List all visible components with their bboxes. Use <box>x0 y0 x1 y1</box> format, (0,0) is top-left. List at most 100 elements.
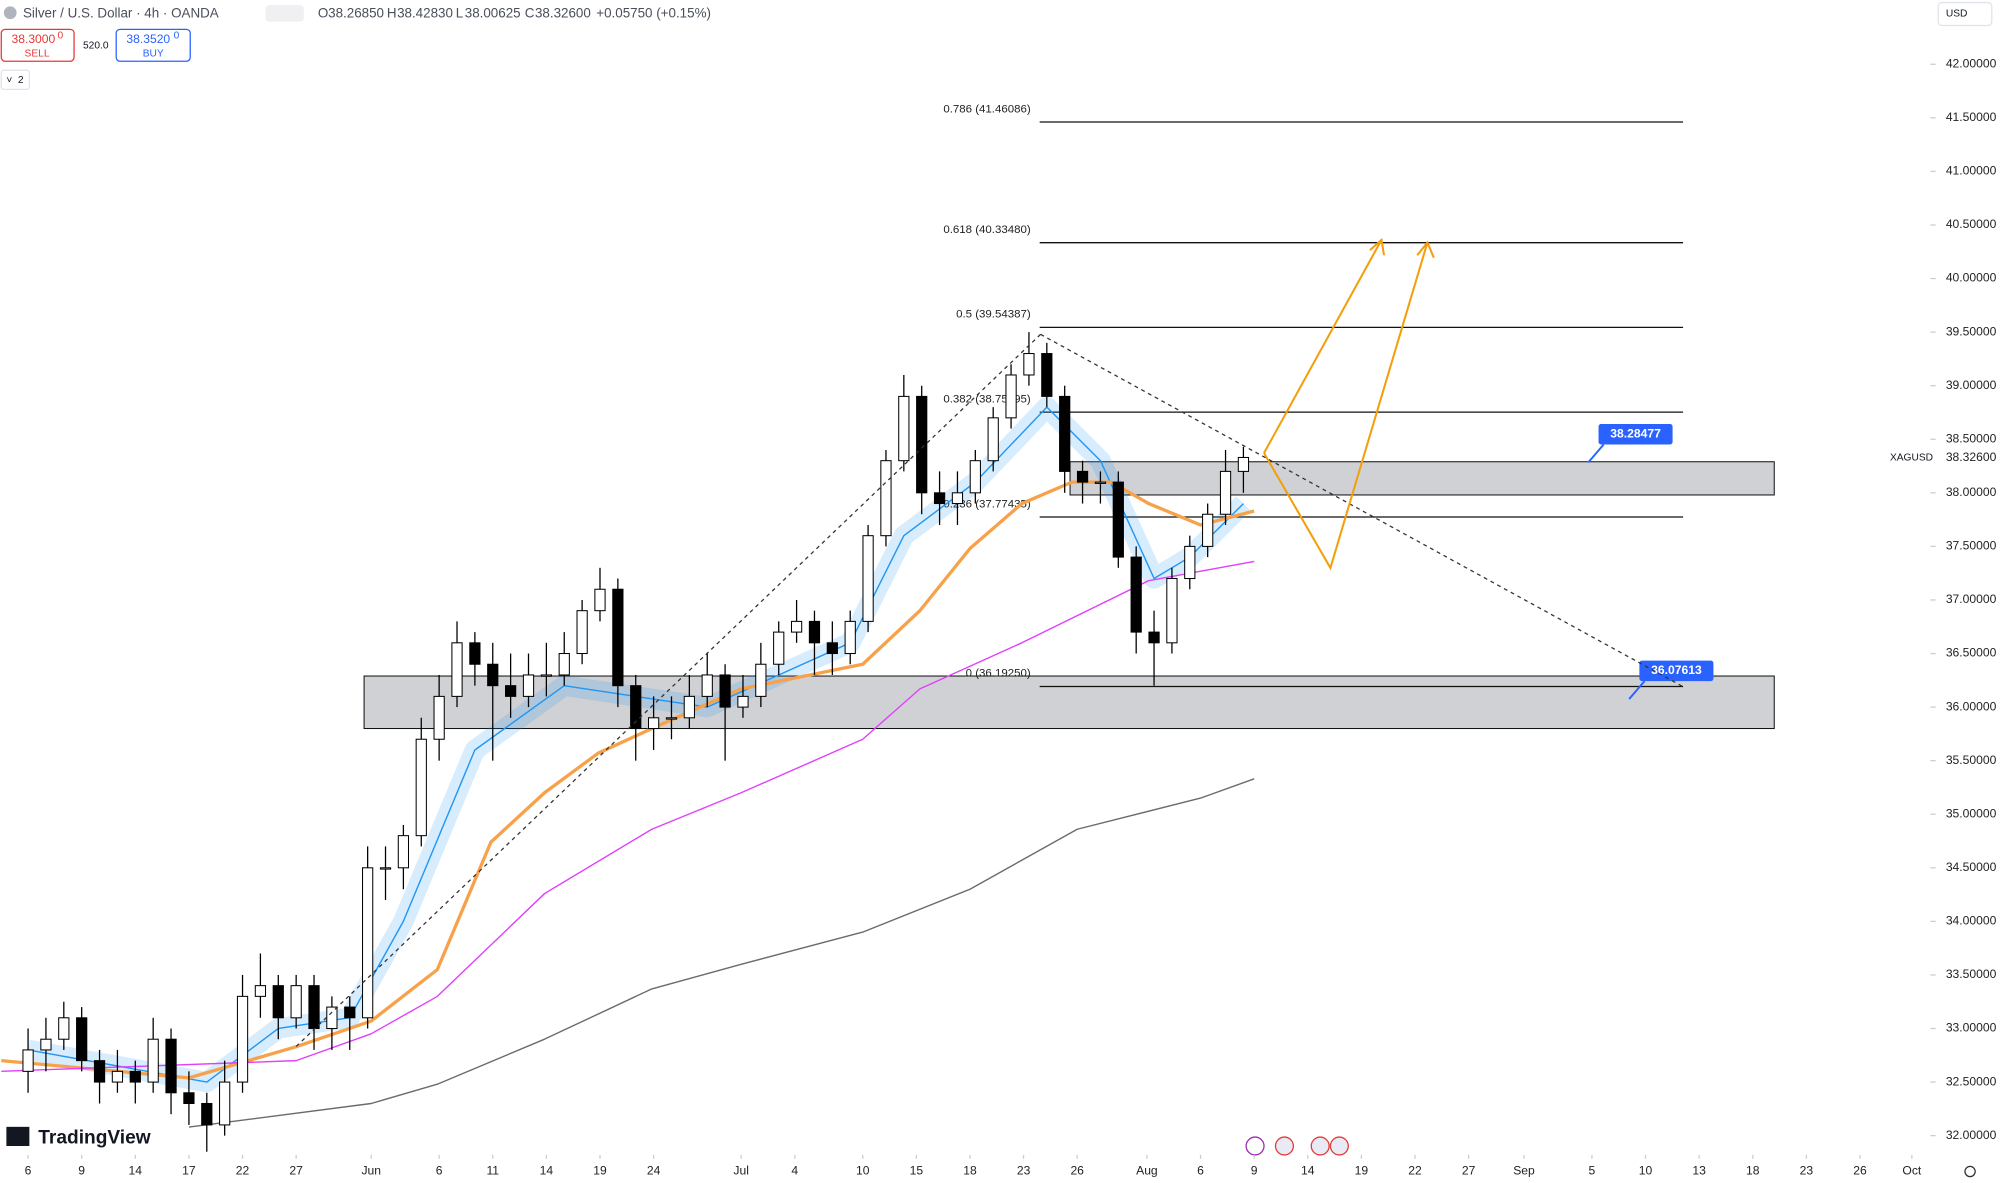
x-tick-label: Oct <box>1902 1164 1921 1178</box>
chevron: ˅ <box>6 75 12 86</box>
y-tick-label: 41.00000 <box>1946 164 1997 178</box>
candle-body <box>719 674 731 708</box>
candle-body <box>1219 470 1232 515</box>
indicator-count: 2 <box>18 75 24 86</box>
candle-body <box>505 685 517 697</box>
candle-body <box>826 642 838 655</box>
x-tick-label: 14 <box>1301 1164 1315 1178</box>
candle-body <box>1059 395 1071 472</box>
candle-body <box>272 985 284 1019</box>
event-icon[interactable] <box>1310 1136 1330 1156</box>
x-tick-label: 6 <box>25 1164 32 1178</box>
projection-arrow <box>1263 242 1429 571</box>
candle-body <box>808 620 821 644</box>
y-tick-label: 39.50000 <box>1946 324 1997 338</box>
zone <box>1069 461 1775 496</box>
candle-body <box>1202 513 1214 547</box>
candle-body <box>111 1070 124 1083</box>
sell-price: 38.3000 <box>11 32 55 46</box>
last-price-box <box>1939 448 1999 467</box>
x-tick-label: 9 <box>78 1164 85 1178</box>
price-label-pointer <box>1628 680 1646 700</box>
currency-button[interactable] <box>1937 1 1993 27</box>
buy-price: 38.3520 <box>126 32 170 46</box>
candle-body <box>898 395 910 462</box>
candle-body <box>916 395 928 494</box>
candle-body <box>522 674 535 697</box>
candle-body <box>165 1038 177 1094</box>
candle-body <box>344 1006 356 1019</box>
buy-button[interactable] <box>115 28 191 62</box>
candle-body <box>862 535 874 622</box>
logo-mark <box>6 1126 30 1146</box>
candle-body <box>433 695 445 740</box>
candle-body <box>1023 353 1035 376</box>
y-tick-label: 32.50000 <box>1946 1074 1997 1088</box>
x-tick-label: Jul <box>733 1164 748 1178</box>
candle-body <box>40 1038 52 1051</box>
x-tick-label: 4 <box>791 1164 798 1178</box>
symbol-label: XAGUSD <box>1890 453 1933 464</box>
event-icon[interactable] <box>1329 1136 1349 1156</box>
candle-body <box>969 460 981 494</box>
y-tick-label: 36.50000 <box>1946 646 1997 660</box>
candle-body <box>1005 374 1017 419</box>
candle-body <box>1184 545 1196 580</box>
candle-body <box>594 588 606 612</box>
event-icon[interactable] <box>1274 1136 1295 1156</box>
fib-label: 0.5 (39.54387) <box>956 309 1031 321</box>
x-tick-label: 22 <box>236 1164 250 1178</box>
x-tick-label: 10 <box>856 1164 870 1178</box>
sell-button[interactable] <box>0 28 75 62</box>
currency: USD <box>1946 9 1968 20</box>
candle-body <box>1237 456 1250 472</box>
moving-average <box>1 560 1255 1073</box>
candle-body <box>362 867 374 1019</box>
x-tick-label: 26 <box>1070 1164 1084 1178</box>
price-label-pointer <box>1587 443 1605 463</box>
candle-body <box>326 1006 338 1030</box>
arrow-head <box>1369 237 1386 256</box>
candle-body <box>415 738 427 837</box>
y-tick-label: 33.50000 <box>1946 967 1997 981</box>
x-tick-label: 6 <box>436 1164 443 1178</box>
candle-body <box>647 717 660 730</box>
x-tick-label: 5 <box>1589 1164 1596 1178</box>
candle-body <box>379 867 392 870</box>
x-tick-label: 23 <box>1017 1164 1031 1178</box>
x-tick-label: 19 <box>593 1164 607 1178</box>
settings-icon[interactable] <box>1964 1165 1976 1178</box>
indicator-toggle[interactable] <box>0 69 31 90</box>
candle-body <box>308 985 320 1030</box>
logo-text: TradingView <box>38 1127 150 1148</box>
candle-body <box>1112 481 1124 558</box>
candle-body <box>558 653 570 676</box>
event-icon[interactable] <box>1245 1136 1265 1156</box>
x-tick-label: 27 <box>1462 1164 1476 1178</box>
y-tick-label: 38.00000 <box>1946 485 1997 499</box>
x-tick-label: 6 <box>1197 1164 1204 1178</box>
ohlc-key: H <box>387 6 397 21</box>
ohlc-value: 38.42830 <box>397 6 453 21</box>
fib-label: 0.382 (38.75295) <box>943 393 1031 405</box>
candle-body <box>844 620 856 655</box>
buy-pip: 0 <box>174 30 180 41</box>
y-tick-label: 40.50000 <box>1946 217 1997 231</box>
candle-body <box>76 1017 88 1062</box>
fib-label: 0 (36.19250) <box>966 668 1031 680</box>
y-tick-label: 42.00000 <box>1946 56 1997 70</box>
ohlc-key: O <box>318 6 328 21</box>
candle-body <box>1041 353 1053 397</box>
change: +0.05750 (+0.15%) <box>596 6 711 21</box>
ohlc-value: 38.26850 <box>328 6 384 21</box>
toolbar-button[interactable] <box>265 5 304 22</box>
zone <box>363 675 1775 730</box>
candle-body <box>183 1092 195 1105</box>
plot: 0.786 (41.46086) 0.618 (40.33480) 0.5 (39.… <box>1 103 1775 1152</box>
last-price: 38.32600 <box>1946 450 1997 464</box>
candle-body <box>755 663 767 697</box>
candle-body <box>880 460 892 537</box>
candle-body <box>397 835 410 869</box>
